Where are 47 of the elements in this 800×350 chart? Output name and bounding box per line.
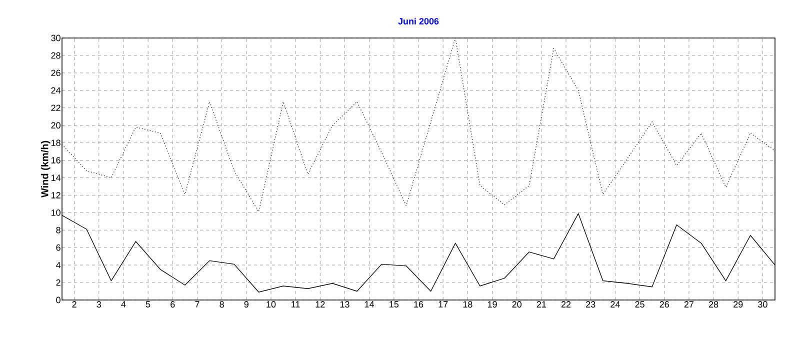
x-tick-label: 24: [610, 301, 620, 308]
x-tick-label: 22: [561, 301, 571, 308]
x-tick-label: 7: [195, 301, 200, 308]
x-tick-label: 15: [390, 301, 399, 308]
x-tick-label: 8: [220, 301, 224, 308]
y-tick-label: 22: [51, 104, 60, 111]
x-tick-label: 17: [438, 301, 448, 308]
x-tick-label: 20: [512, 301, 522, 308]
x-tick-label: 28: [708, 301, 718, 308]
x-tick-label: 26: [660, 301, 669, 308]
x-tick-label: 6: [170, 301, 175, 308]
y-tick-label: 0: [56, 296, 60, 304]
y-tick-label: 6: [56, 244, 60, 251]
x-tick-label: 30: [758, 301, 768, 308]
x-tick-label: 14: [365, 301, 374, 308]
x-tick-label: 2: [72, 301, 76, 308]
x-tick-label: 11: [292, 301, 300, 308]
y-axis-title: Wind (km/h): [40, 140, 50, 198]
y-tick-label: 8: [56, 226, 60, 234]
y-tick-label: 16: [51, 157, 60, 164]
y-tick-label: 30: [51, 34, 60, 42]
x-tick-label: 27: [684, 301, 694, 308]
y-tick-label: 24: [51, 87, 61, 94]
y-tick-label: 26: [51, 70, 60, 76]
y-tick-label: 12: [51, 192, 60, 198]
y-tick-label: 4: [56, 262, 61, 268]
chart-title: Juni 2006: [398, 18, 439, 24]
x-tick-label: 10: [266, 301, 276, 308]
x-tick-label: 16: [414, 301, 424, 308]
x-tick-label: 3: [96, 301, 101, 308]
y-tick-label: 2: [56, 279, 60, 286]
y-tick-label: 28: [51, 52, 60, 59]
x-tick-label: 18: [463, 301, 472, 308]
y-tick-label: 18: [51, 140, 60, 146]
x-tick-label: 5: [146, 301, 150, 308]
x-tick-label: 29: [734, 301, 743, 308]
x-tick-label: 4: [121, 301, 126, 308]
x-tick-label: 21: [536, 301, 546, 308]
y-tick-label: 10: [51, 209, 60, 216]
x-tick-label: 23: [586, 301, 596, 308]
x-tick-label: 25: [635, 301, 644, 308]
y-tick-label: 20: [51, 122, 60, 129]
x-tick-label: 9: [244, 301, 248, 308]
x-tick-label: 13: [340, 301, 350, 308]
x-tick-label: 12: [316, 301, 325, 308]
y-tick-label: 14: [51, 174, 61, 181]
x-tick-label: 19: [488, 301, 497, 308]
